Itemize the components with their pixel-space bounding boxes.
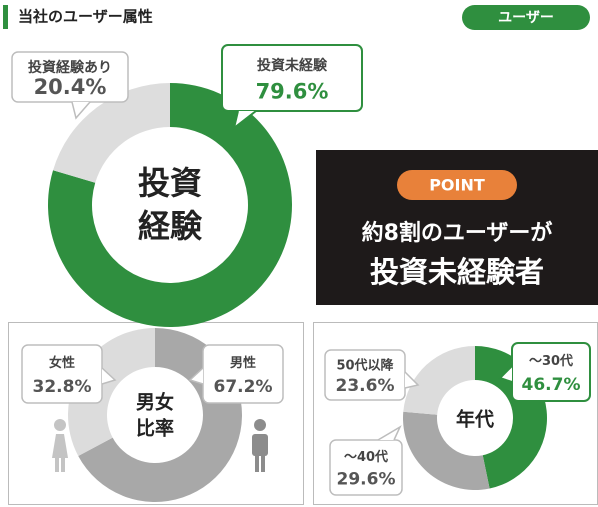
- point-text: 投資未経験者: [370, 255, 544, 289]
- value-label: 46.7%: [522, 375, 581, 395]
- callout-tail-edge: [377, 425, 402, 441]
- title-accent: [3, 5, 8, 29]
- category-label: 投資未経験: [257, 57, 328, 74]
- donut-segment: [47, 83, 292, 327]
- value-label: 29.6%: [337, 470, 396, 490]
- point-text: 約8割のユーザーが: [362, 220, 553, 246]
- category-label: 50代以降: [336, 358, 394, 374]
- value-label: 79.6%: [256, 80, 329, 104]
- donut-segment: [53, 83, 170, 183]
- point-badge: [397, 170, 517, 200]
- donut-segment: [403, 346, 475, 415]
- male-icon: [252, 419, 268, 472]
- value-label: 20.4%: [34, 75, 107, 99]
- callout-tail-edge: [188, 367, 204, 385]
- category-label: 投資経験あり: [28, 59, 112, 76]
- value-label: 32.8%: [33, 377, 92, 397]
- point-badge-label: POINT: [429, 176, 485, 195]
- center-label: 年代: [456, 408, 494, 431]
- callout-box: [221, 44, 363, 112]
- callout-box: [329, 439, 403, 496]
- category-label: 女性: [49, 355, 75, 371]
- callout-tail-edge: [498, 365, 513, 383]
- callout-tail-edge: [71, 101, 91, 120]
- category-label: 男性: [230, 355, 256, 371]
- callout-tail-edge: [404, 371, 420, 389]
- callout-tail-edge: [232, 110, 257, 131]
- center-label: 男女: [136, 391, 174, 414]
- category-label: ～30代: [529, 353, 573, 369]
- center-label: 経験: [138, 207, 203, 245]
- value-label: 23.6%: [336, 376, 395, 396]
- donut-segment: [403, 411, 490, 491]
- center-label: 比率: [136, 417, 174, 440]
- badge: [462, 5, 590, 30]
- center-label: 投資: [138, 164, 202, 202]
- category-label: ～40代: [344, 449, 388, 465]
- callout-box: [11, 51, 129, 103]
- value-label: 67.2%: [214, 377, 273, 397]
- title: 当社のユーザー属性: [18, 8, 153, 26]
- female-icon: [52, 419, 68, 472]
- callout-tail-edge: [101, 367, 117, 385]
- badge-label: ユーザー: [498, 10, 554, 26]
- callout-tail: [72, 102, 90, 118]
